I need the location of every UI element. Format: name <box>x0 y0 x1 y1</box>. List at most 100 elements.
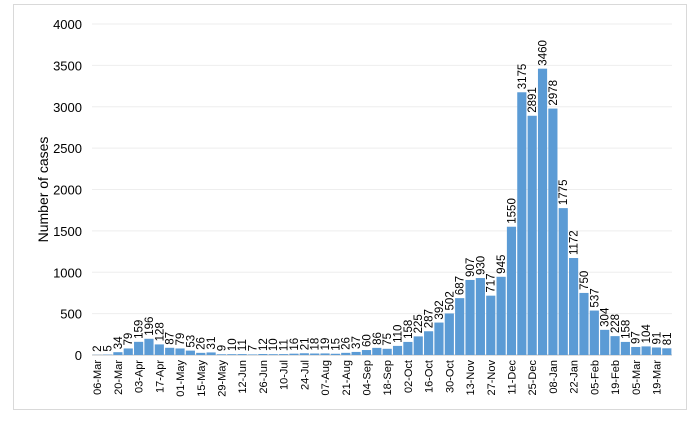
x-tick-label: 03-Apr <box>134 360 146 393</box>
bar <box>662 348 672 355</box>
bar <box>475 278 485 355</box>
data-label: 687 <box>455 276 467 295</box>
bar <box>216 354 227 355</box>
bar <box>247 354 258 355</box>
x-tick-label: 05-Feb <box>589 360 601 395</box>
y-tick-label: 0 <box>75 348 82 363</box>
data-label: 11 <box>237 339 249 351</box>
bar <box>569 258 579 355</box>
x-tick-label: 18-Sep <box>382 360 394 395</box>
bar <box>268 354 278 355</box>
data-label: 26 <box>196 337 208 350</box>
bar <box>589 310 599 355</box>
data-label: 10 <box>227 338 239 351</box>
data-label: 392 <box>434 300 446 319</box>
data-label: 10 <box>268 338 280 351</box>
x-tick-label: 06-Mar <box>92 360 104 395</box>
y-tick-label: 1500 <box>53 224 82 239</box>
x-tick-label: 15-May <box>196 360 208 397</box>
bar <box>517 92 527 356</box>
data-label: 717 <box>486 273 498 292</box>
bar <box>548 108 558 356</box>
x-tick-label: 20-Mar <box>113 360 125 395</box>
data-label: 12 <box>258 338 270 351</box>
data-label: 53 <box>185 335 197 348</box>
bar <box>413 336 423 355</box>
bar <box>537 68 548 355</box>
data-label: 16 <box>289 338 301 351</box>
x-tick-label: 10-Jul <box>279 360 291 390</box>
data-label: 110 <box>393 325 405 343</box>
bar <box>372 347 382 355</box>
data-label: 2891 <box>527 87 539 113</box>
data-label: 159 <box>134 320 146 339</box>
data-label: 287 <box>424 309 436 328</box>
x-tick-label: 26-Jun <box>258 360 270 394</box>
y-tick-label: 3500 <box>53 58 82 73</box>
bar <box>206 352 216 355</box>
bar <box>465 279 475 355</box>
data-label: 97 <box>631 331 643 344</box>
data-label: 1172 <box>569 230 581 255</box>
x-tick-label: 21-Aug <box>341 360 353 395</box>
x-tick-label: 19-Mar <box>651 360 663 395</box>
y-tick-label: 2500 <box>53 141 82 156</box>
bar <box>175 348 185 355</box>
bar <box>341 352 351 355</box>
data-label: 907 <box>465 258 477 277</box>
data-label: 18 <box>310 338 322 351</box>
bar <box>165 347 175 355</box>
data-label: 19 <box>320 338 332 351</box>
bar <box>237 354 247 355</box>
data-label: 304 <box>600 307 612 327</box>
data-label: 2 <box>92 345 104 351</box>
bar <box>579 292 589 355</box>
bar <box>620 341 630 355</box>
data-label: 1775 <box>558 180 570 206</box>
bar <box>361 350 372 355</box>
data-label: 5 <box>103 345 115 351</box>
x-tick-label: 19-Feb <box>610 360 622 395</box>
x-tick-label: 07-Aug <box>320 360 332 395</box>
chart-frame <box>13 4 687 410</box>
bar <box>486 295 496 355</box>
data-label: 158 <box>403 320 415 339</box>
bar <box>289 353 299 355</box>
bar <box>227 354 237 355</box>
y-tick-label: 3000 <box>53 100 82 115</box>
bar <box>403 341 413 355</box>
data-label: 81 <box>662 333 674 346</box>
x-tick-label: 17-Apr <box>154 360 166 393</box>
bar <box>196 352 206 355</box>
bar <box>351 351 361 355</box>
x-tick-label: 02-Oct <box>403 360 415 393</box>
bar <box>651 347 662 355</box>
data-label: 158 <box>620 320 632 339</box>
y-tick-label: 1000 <box>53 265 82 280</box>
bar <box>444 313 454 355</box>
bar <box>144 338 154 355</box>
x-tick-label: 30-Oct <box>444 360 456 393</box>
data-label: 79 <box>123 333 135 346</box>
data-label: 930 <box>475 256 487 275</box>
data-label: 87 <box>165 332 177 345</box>
data-label: 21 <box>299 337 311 350</box>
data-label: 31 <box>206 337 218 350</box>
data-label: 15 <box>330 338 342 351</box>
data-label: 750 <box>579 271 591 290</box>
y-tick-label: 4000 <box>53 17 82 32</box>
data-label: 2978 <box>548 80 560 106</box>
bar <box>631 346 641 355</box>
data-label: 104 <box>641 324 653 344</box>
data-label: 228 <box>610 314 622 333</box>
data-label: 11 <box>279 339 291 351</box>
data-label: 3460 <box>538 40 550 66</box>
bar <box>382 348 392 355</box>
y-axis-title: Number of cases <box>35 137 51 243</box>
data-label: 9 <box>216 345 228 351</box>
bar <box>185 350 195 355</box>
bar <box>154 344 164 355</box>
x-tick-label: 16-Oct <box>424 360 436 393</box>
x-tick-label: 12-Jun <box>237 360 249 394</box>
